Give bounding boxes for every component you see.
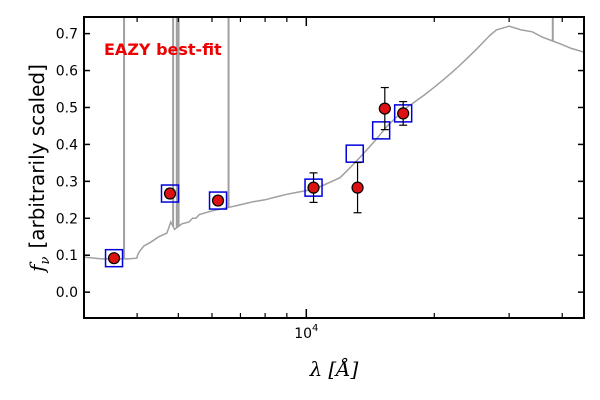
y-tick-label-0: 0.0 — [56, 285, 78, 301]
y-tick-label-7: 0.7 — [56, 27, 78, 43]
y-tick-label-4: 0.4 — [56, 137, 78, 153]
chart-annotation: EAZY best-fit — [104, 40, 222, 59]
y-tick-label-6: 0.6 — [56, 64, 78, 80]
model-point-1 — [160, 184, 180, 203]
y-tick-label-1: 0.1 — [56, 248, 78, 264]
x-axis-unit: [Å] — [328, 356, 358, 381]
y-tick-label-3: 0.3 — [56, 174, 78, 190]
sed-template-line — [84, 25, 584, 260]
y-axis-label: fν[arbitrarily scaled] — [25, 64, 53, 274]
x-axis-symbol: λ — [309, 357, 323, 381]
observed-point-5 — [378, 102, 391, 115]
observed-point-6 — [397, 107, 410, 120]
observed-point-1 — [163, 187, 177, 200]
y-axis-text: [arbitrarily scaled] — [25, 64, 49, 248]
model-point-4 — [345, 144, 364, 163]
x-axis-label: λ [Å] — [309, 356, 359, 381]
observed-point-3 — [307, 181, 320, 194]
x-tick-base: 10 — [294, 326, 312, 342]
y-tick-label-5: 0.5 — [56, 100, 78, 116]
observed-point-4 — [351, 181, 364, 194]
model-point-5 — [371, 121, 391, 140]
x-tick-label-10000: 104 — [294, 323, 318, 342]
model-point-2 — [208, 191, 228, 210]
y-tick-label-2: 0.2 — [56, 211, 78, 227]
x-tick-exponent: 4 — [312, 323, 318, 334]
model-point-0 — [104, 248, 124, 268]
y-axis-subscript: ν — [38, 256, 53, 264]
plot-area — [84, 17, 584, 268]
observed-point-0 — [107, 252, 121, 265]
observed-point-2 — [211, 194, 225, 207]
plot-frame — [83, 16, 585, 319]
